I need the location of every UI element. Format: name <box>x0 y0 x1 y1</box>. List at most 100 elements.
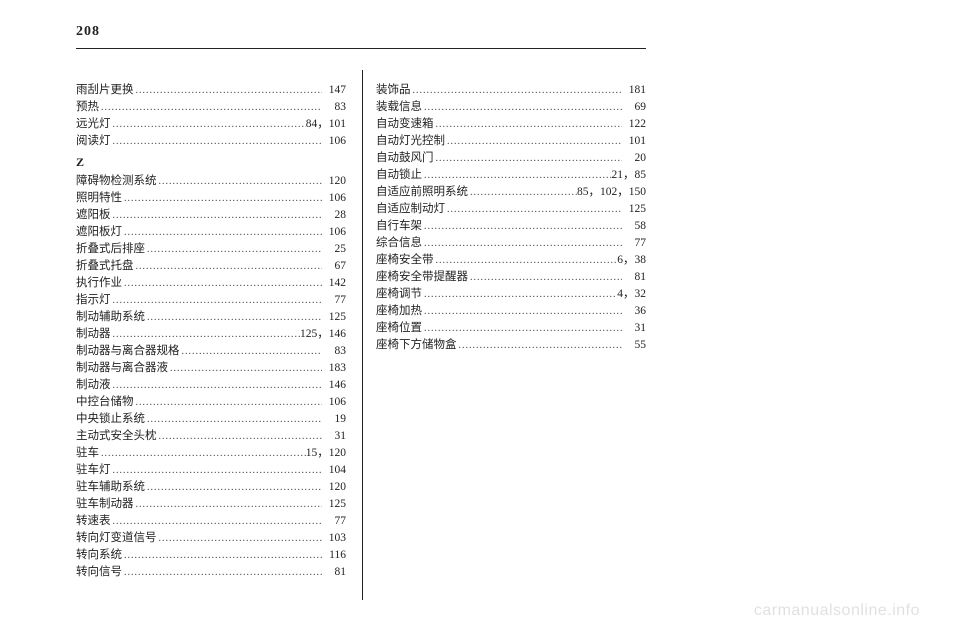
leader-dots <box>134 258 323 275</box>
index-entry: 自适应制动灯125 <box>376 201 646 218</box>
index-entry-label: 座椅下方储物盒 <box>376 337 457 354</box>
index-entry-pages: 20 <box>622 150 646 167</box>
leader-dots <box>134 394 323 411</box>
index-entry-label: 制动辅助系统 <box>76 309 145 326</box>
leader-dots <box>445 201 622 218</box>
leader-dots <box>111 462 323 479</box>
index-entry-label: 驻车制动器 <box>76 496 134 513</box>
index-entry-pages: 120 <box>322 173 346 190</box>
index-entry-pages: 58 <box>622 218 646 235</box>
index-entry-label: 远光灯 <box>76 116 111 133</box>
index-entry-label: 主动式安全头枕 <box>76 428 157 445</box>
index-entry: 雨刮片更换147 <box>76 82 346 99</box>
index-column-left: 雨刮片更换147预热83远光灯84，101阅读灯106Z障碍物检测系统120照明… <box>76 82 346 581</box>
leader-dots <box>111 133 323 150</box>
index-entry-label: 指示灯 <box>76 292 111 309</box>
index-entry-label: 遮阳板 <box>76 207 111 224</box>
leader-dots <box>457 337 623 354</box>
index-entry-label: 转向灯变道信号 <box>76 530 157 547</box>
index-entry-label: 照明特性 <box>76 190 122 207</box>
index-entry: 制动器125，146 <box>76 326 346 343</box>
index-entry: 转速表77 <box>76 513 346 530</box>
leader-dots <box>111 513 323 530</box>
index-entry-label: 综合信息 <box>376 235 422 252</box>
index-entry-label: 装饰品 <box>376 82 411 99</box>
index-entry: 制动器与离合器规格83 <box>76 343 346 360</box>
section-letter: Z <box>76 154 346 171</box>
index-entry: 自动变速箱122 <box>376 116 646 133</box>
index-entry-pages: 106 <box>322 224 346 241</box>
leader-dots <box>111 292 323 309</box>
index-entry-pages: 183 <box>322 360 346 377</box>
page-number: 208 <box>76 24 100 40</box>
leader-dots <box>422 303 622 320</box>
index-entry: 制动液146 <box>76 377 346 394</box>
index-entry: 座椅安全带6，38 <box>376 252 646 269</box>
leader-dots <box>422 235 622 252</box>
index-entry-label: 座椅安全带提醒器 <box>376 269 468 286</box>
index-entry: 装载信息69 <box>376 99 646 116</box>
leader-dots <box>122 224 322 241</box>
index-entry-pages: 85，102，150 <box>577 184 646 201</box>
index-entry-label: 座椅调节 <box>376 286 422 303</box>
index-entry: 障碍物检测系统120 <box>76 173 346 190</box>
index-entry: 阅读灯106 <box>76 133 346 150</box>
index-entry: 转向灯变道信号 103 <box>76 530 346 547</box>
index-entry-pages: 147 <box>322 82 346 99</box>
index-entry: 座椅安全带提醒器 81 <box>376 269 646 286</box>
leader-dots <box>111 207 323 224</box>
index-entry-pages: 77 <box>622 235 646 252</box>
index-entry-pages: 69 <box>622 99 646 116</box>
index-entry-label: 转速表 <box>76 513 111 530</box>
leader-dots <box>122 547 322 564</box>
index-entry-label: 中央锁止系统 <box>76 411 145 428</box>
index-entry-pages: 31 <box>622 320 646 337</box>
leader-dots <box>180 343 323 360</box>
index-entry-label: 折叠式后排座 <box>76 241 145 258</box>
index-entry: 综合信息 77 <box>376 235 646 252</box>
index-entry-label: 阅读灯 <box>76 133 111 150</box>
index-entry-pages: 84，101 <box>306 116 346 133</box>
leader-dots <box>145 479 322 496</box>
index-entry-pages: 103 <box>322 530 346 547</box>
index-entry: 折叠式托盘67 <box>76 258 346 275</box>
index-entry-pages: 28 <box>322 207 346 224</box>
page-root: 208 雨刮片更换147预热83远光灯84，101阅读灯106Z障碍物检测系统1… <box>0 0 960 642</box>
index-entry-label: 自动变速箱 <box>376 116 434 133</box>
index-entry: 中控台储物 106 <box>76 394 346 411</box>
index-entry: 驻车辅助系统120 <box>76 479 346 496</box>
index-entry-pages: 81 <box>322 564 346 581</box>
leader-dots <box>422 320 622 337</box>
index-entry: 座椅调节4，32 <box>376 286 646 303</box>
index-entry-pages: 31 <box>322 428 346 445</box>
leader-dots <box>99 99 322 116</box>
index-entry-pages: 81 <box>622 269 646 286</box>
index-entry-pages: 116 <box>322 547 346 564</box>
index-entry-pages: 125 <box>622 201 646 218</box>
index-entry-pages: 83 <box>322 343 346 360</box>
index-entry-pages: 15，120 <box>306 445 346 462</box>
leader-dots <box>134 82 323 99</box>
index-entry-pages: 25 <box>322 241 346 258</box>
leader-dots <box>422 218 622 235</box>
index-entry-pages: 67 <box>322 258 346 275</box>
index-column-right: 装饰品181装载信息69自动变速箱122自动灯光控制101自动鼓风门20自动锁止… <box>376 82 646 354</box>
index-entry: 装饰品181 <box>376 82 646 99</box>
index-entry: 中央锁止系统19 <box>76 411 346 428</box>
watermark: carmanualsonline.info <box>754 602 920 620</box>
index-entry-label: 转向系统 <box>76 547 122 564</box>
leader-dots <box>145 309 322 326</box>
index-entry: 驻车15，120 <box>76 445 346 462</box>
leader-dots <box>111 116 306 133</box>
index-entry-label: 驻车辅助系统 <box>76 479 145 496</box>
leader-dots <box>111 377 323 394</box>
index-entry-pages: 106 <box>322 394 346 411</box>
leader-dots <box>411 82 623 99</box>
index-entry-pages: 55 <box>622 337 646 354</box>
index-entry-label: 遮阳板灯 <box>76 224 122 241</box>
index-entry-label: 自动锁止 <box>376 167 422 184</box>
index-entry-label: 执行作业 <box>76 275 122 292</box>
index-entry-label: 中控台储物 <box>76 394 134 411</box>
index-entry: 自行车架58 <box>376 218 646 235</box>
index-entry-pages: 36 <box>622 303 646 320</box>
